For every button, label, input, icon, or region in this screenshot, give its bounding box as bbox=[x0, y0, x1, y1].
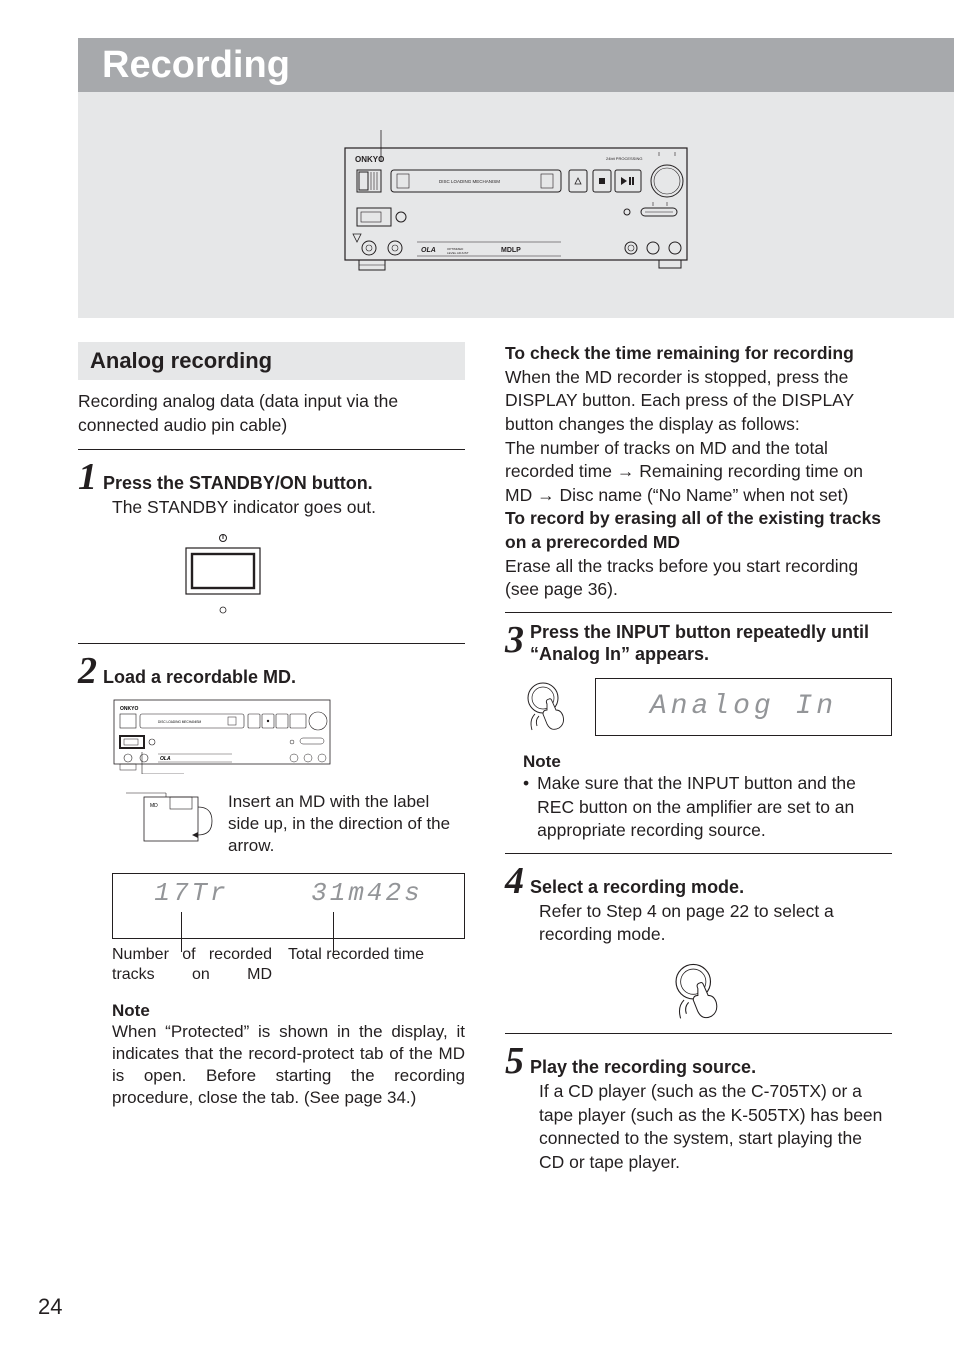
svg-text:MD: MD bbox=[150, 803, 158, 809]
separator bbox=[505, 1033, 892, 1034]
step-2: 2 Load a recordable MD. bbox=[78, 652, 465, 690]
step-title: Play the recording source. bbox=[530, 1056, 756, 1079]
right-intro: To check the time remaining for recordin… bbox=[505, 342, 892, 602]
check-time-body: When the MD recorder is stopped, press t… bbox=[505, 366, 892, 508]
separator bbox=[78, 643, 465, 644]
lcd-time: 31m42s bbox=[311, 878, 423, 908]
svg-text:OLA: OLA bbox=[160, 756, 171, 762]
step-number: 1 bbox=[78, 458, 97, 496]
step-title: Press the INPUT button repeatedly until … bbox=[530, 621, 892, 666]
right-column: To check the time remaining for recordin… bbox=[505, 342, 892, 1175]
header-bar: Recording bbox=[78, 38, 954, 92]
content-columns: Analog recording Recording analog data (… bbox=[78, 342, 892, 1175]
step-number: 4 bbox=[505, 862, 524, 900]
insert-text: Insert an MD with the label side up, in … bbox=[228, 791, 465, 857]
lcd-display: 17Tr 31m42s bbox=[112, 873, 465, 939]
separator bbox=[505, 853, 892, 854]
separator bbox=[505, 612, 892, 613]
separator bbox=[78, 449, 465, 450]
intro-text: Recording analog data (data input via th… bbox=[78, 390, 465, 437]
step-title: Press the STANDBY/ON button. bbox=[103, 472, 373, 495]
erase-heading: To record by erasing all of the existing… bbox=[505, 507, 892, 554]
lcd-analog-in: Analog In bbox=[595, 678, 892, 736]
page-number: 24 bbox=[38, 1294, 62, 1320]
step-3: 3 Press the INPUT button repeatedly unti… bbox=[505, 621, 892, 666]
insert-md-icon: MD bbox=[126, 791, 216, 847]
press-icon-center bbox=[505, 961, 892, 1023]
note-body: Make sure that the INPUT button and the … bbox=[537, 772, 892, 843]
md-recorder-small-diagram: ONKYO DISC LOADING MECHANISM OLA bbox=[112, 698, 332, 774]
analog-in-row: Analog In bbox=[523, 678, 892, 736]
step-5-body: If a CD player (such as the C-705TX) or … bbox=[539, 1080, 892, 1175]
step-4-body: Refer to Step 4 on page 22 to select a r… bbox=[539, 900, 892, 947]
page-title: Recording bbox=[102, 44, 290, 87]
note-bullet: • Make sure that the INPUT button and th… bbox=[523, 772, 892, 843]
svg-text:DISC LOADING MECHANISM: DISC LOADING MECHANISM bbox=[158, 720, 202, 724]
md-recorder-diagram: ONKYO 24bit PROCESSING DISC LOADING MECH… bbox=[341, 130, 691, 280]
standby-button-diagram bbox=[168, 530, 278, 620]
svg-text:ONKYO: ONKYO bbox=[355, 155, 384, 164]
note-heading: Note bbox=[112, 1001, 465, 1021]
step-1-body: The STANDBY indicator goes out. bbox=[112, 496, 465, 520]
step-1: 1 Press the STANDBY/ON button. bbox=[78, 458, 465, 496]
step-title: Load a recordable MD. bbox=[103, 666, 296, 689]
bullet-icon: • bbox=[523, 772, 529, 843]
svg-text:DISC LOADING MECHANISM: DISC LOADING MECHANISM bbox=[439, 179, 500, 184]
svg-text:MDLP: MDLP bbox=[501, 247, 521, 254]
lcd-labels: Number of recorded tracks on MD Total re… bbox=[112, 945, 465, 985]
press-button-icon bbox=[670, 961, 728, 1023]
label-tracks: Number of recorded tracks on MD bbox=[112, 945, 272, 985]
svg-text:LEVEL ADJUST: LEVEL ADJUST bbox=[447, 251, 469, 255]
lcd-tracks: 17Tr bbox=[154, 878, 228, 908]
step-number: 3 bbox=[505, 621, 524, 659]
device-illustration-band: ONKYO 24bit PROCESSING DISC LOADING MECH… bbox=[78, 92, 954, 318]
step-4: 4 Select a recording mode. bbox=[505, 862, 892, 900]
check-time-heading: To check the time remaining for recordin… bbox=[505, 342, 892, 366]
step-title: Select a recording mode. bbox=[530, 876, 744, 899]
note-heading: Note bbox=[523, 752, 892, 772]
svg-text:24bit PROCESSING: 24bit PROCESSING bbox=[606, 156, 642, 161]
label-time: Total recorded time bbox=[288, 945, 465, 965]
step-number: 2 bbox=[78, 652, 97, 690]
left-column: Analog recording Recording analog data (… bbox=[78, 342, 465, 1175]
svg-text:OLA: OLA bbox=[421, 247, 436, 254]
erase-body: Erase all the tracks before you start re… bbox=[505, 555, 892, 602]
press-button-icon bbox=[523, 680, 573, 734]
svg-text:ONKYO: ONKYO bbox=[120, 706, 138, 712]
section-heading: Analog recording bbox=[78, 342, 465, 380]
note-body: When “Protected” is shown in the display… bbox=[112, 1021, 465, 1109]
insert-md-row: MD Insert an MD with the label side up, … bbox=[126, 791, 465, 857]
step-number: 5 bbox=[505, 1042, 524, 1080]
step-5: 5 Play the recording source. bbox=[505, 1042, 892, 1080]
